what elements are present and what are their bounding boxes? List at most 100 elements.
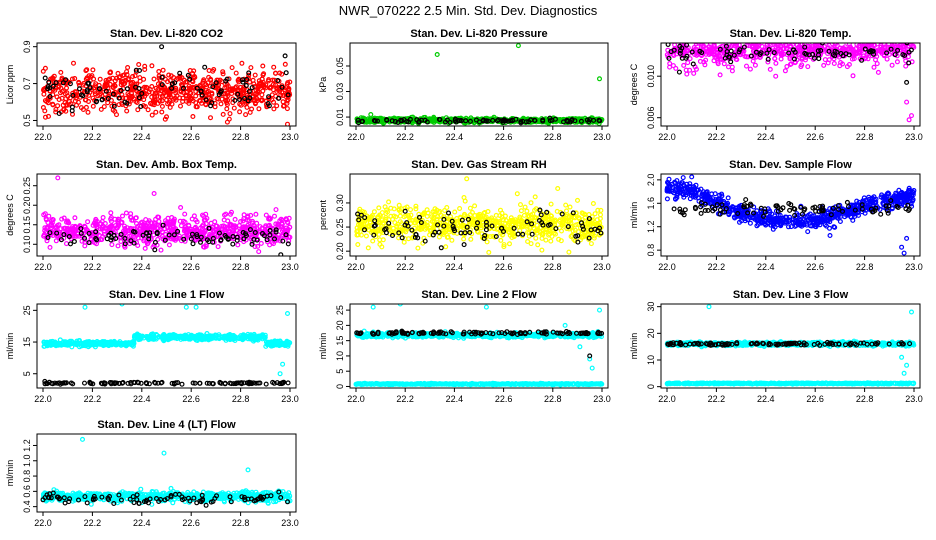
data-point (166, 242, 172, 248)
data-point (837, 219, 843, 225)
data-point (133, 215, 139, 221)
data-point (54, 94, 60, 100)
data-point (868, 198, 874, 204)
data-point (689, 49, 695, 55)
data-point (85, 219, 91, 225)
data-point (159, 74, 165, 80)
data-point (42, 114, 48, 120)
data-point (564, 118, 570, 124)
data-point (835, 215, 841, 221)
data-point (446, 227, 452, 233)
data-point (118, 239, 124, 245)
data-point (580, 226, 586, 232)
data-point (272, 238, 278, 244)
data-point (590, 201, 596, 207)
data-point (125, 77, 131, 83)
data-point (208, 115, 214, 121)
data-point (677, 206, 683, 212)
data-point (813, 44, 819, 50)
data-point (773, 208, 779, 214)
data-point (828, 212, 834, 218)
data-point (408, 207, 414, 213)
data-point (183, 79, 189, 85)
y-tick-label: 0.20 (22, 196, 32, 214)
data-point (902, 52, 908, 58)
data-point (737, 47, 743, 53)
data-point (201, 217, 207, 223)
data-point (906, 206, 912, 212)
data-point (781, 45, 787, 51)
data-point (741, 44, 747, 50)
x-tick-label: 23.0 (281, 132, 299, 142)
data-point-outlier (689, 174, 695, 180)
y-tick-label: 0.10 (22, 236, 32, 254)
x-tick-label: 22.8 (856, 132, 874, 142)
data-point (190, 113, 196, 119)
data-point (138, 103, 144, 109)
data-point (107, 76, 113, 82)
data-point (677, 187, 683, 193)
data-point (111, 82, 117, 88)
data-point (519, 224, 525, 230)
data-point (280, 92, 286, 98)
data-point (762, 206, 768, 212)
data-point (146, 225, 152, 231)
data-point (717, 211, 723, 217)
data-point (717, 72, 723, 78)
data-point (413, 232, 419, 238)
data-point (192, 74, 198, 80)
series-reference (355, 115, 603, 126)
data-point (123, 210, 129, 216)
data-point (901, 191, 907, 197)
data-point (223, 211, 229, 217)
data-point (59, 216, 65, 222)
data-point (702, 194, 708, 200)
data-point (899, 198, 905, 204)
data-point (540, 117, 546, 123)
data-point (799, 55, 805, 61)
data-point (246, 88, 252, 94)
data-point (676, 33, 680, 37)
data-point (271, 106, 277, 112)
data-point (266, 78, 272, 84)
data-point (585, 222, 591, 228)
data-point (125, 64, 131, 70)
data-point (208, 103, 214, 109)
data-point (116, 102, 122, 108)
data-point (108, 210, 114, 216)
data-point (498, 237, 504, 243)
data-point (484, 239, 490, 245)
data-point (70, 60, 76, 66)
data-point (756, 43, 762, 46)
data-point (213, 80, 219, 86)
data-point (61, 215, 67, 221)
data-point (532, 117, 538, 123)
data-point (286, 87, 292, 93)
data-point (436, 229, 442, 235)
data-point (418, 222, 424, 228)
data-point (790, 47, 796, 53)
data-point (548, 238, 554, 244)
data-point (382, 227, 388, 233)
data-point (142, 63, 148, 69)
plot-frame (36, 173, 297, 257)
data-point (765, 59, 771, 65)
data-point (378, 220, 384, 226)
data-point (278, 252, 284, 256)
data-point (63, 241, 69, 247)
data-point (283, 216, 289, 222)
data-point (286, 215, 292, 221)
data-point (220, 71, 226, 77)
data-point (810, 219, 816, 225)
data-point (56, 231, 62, 237)
data-points (40, 44, 293, 126)
data-point (375, 214, 381, 220)
data-points (41, 175, 293, 256)
data-point (159, 103, 165, 109)
data-point (846, 207, 852, 213)
data-point (77, 223, 83, 229)
data-point (73, 102, 79, 108)
